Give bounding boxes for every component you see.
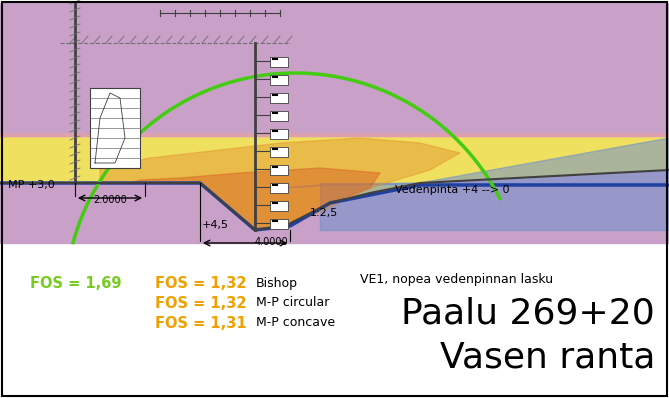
Text: Vedenpinta +4 --> 0: Vedenpinta +4 --> 0 — [395, 185, 510, 195]
Polygon shape — [0, 133, 669, 140]
Text: +4,5: +4,5 — [201, 220, 229, 230]
Text: M-P concave: M-P concave — [256, 316, 335, 330]
Bar — [270, 219, 288, 229]
Text: 4.0000: 4.0000 — [255, 237, 288, 247]
Bar — [270, 75, 288, 85]
Bar — [270, 111, 288, 121]
Bar — [270, 201, 288, 211]
Text: FOS = 1,32: FOS = 1,32 — [155, 275, 246, 291]
Text: FOS = 1,32: FOS = 1,32 — [155, 295, 246, 310]
Text: FOS = 1,69: FOS = 1,69 — [30, 275, 122, 291]
Text: M-P circular: M-P circular — [256, 297, 329, 310]
Polygon shape — [130, 168, 380, 230]
Bar — [90, 88, 140, 168]
Text: Vasen ranta: Vasen ranta — [440, 341, 655, 375]
Bar — [270, 57, 288, 67]
Text: Paalu 269+20: Paalu 269+20 — [401, 296, 655, 330]
Bar — [270, 165, 288, 175]
Text: Bishop: Bishop — [256, 277, 298, 289]
Text: MP +3,0: MP +3,0 — [8, 180, 55, 190]
Polygon shape — [0, 3, 669, 243]
Polygon shape — [100, 138, 460, 230]
Bar — [270, 93, 288, 103]
Bar — [270, 183, 288, 193]
Polygon shape — [0, 138, 669, 230]
Text: 2.0000: 2.0000 — [93, 195, 127, 205]
Polygon shape — [320, 183, 669, 230]
Bar — [270, 147, 288, 157]
Polygon shape — [285, 138, 669, 188]
Text: FOS = 1,31: FOS = 1,31 — [155, 316, 247, 330]
Text: 1:2,5: 1:2,5 — [310, 208, 339, 218]
Bar — [270, 129, 288, 139]
Text: VE1, nopea vedenpinnan lasku: VE1, nopea vedenpinnan lasku — [360, 273, 553, 287]
